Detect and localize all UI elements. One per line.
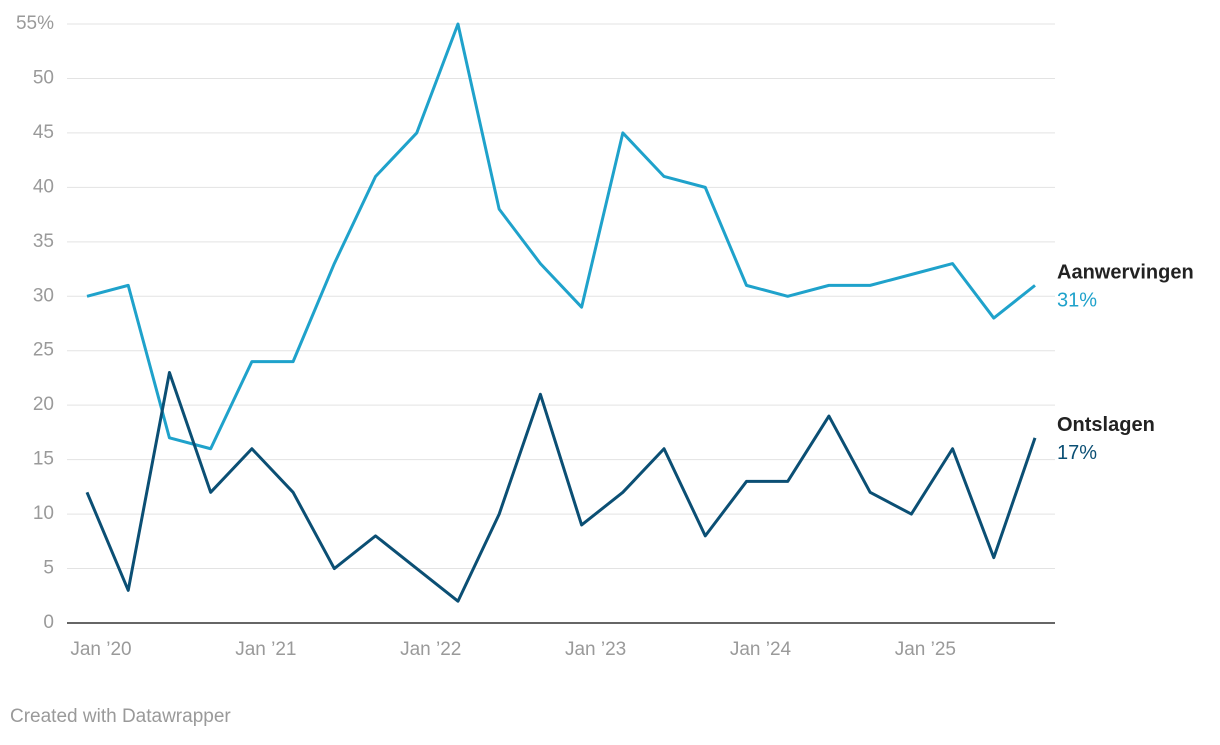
y-tick-label: 10	[33, 503, 54, 524]
x-tick-label: Jan ’24	[730, 639, 792, 660]
x-tick-label: Jan ’25	[895, 639, 956, 660]
y-tick-label: 5	[43, 558, 54, 579]
series-label: Aanwervingen	[1057, 262, 1194, 284]
line	[85, 371, 1037, 603]
y-tick-label: 25	[33, 340, 54, 361]
y-tick-label: 40	[33, 176, 54, 197]
x-tick-label: Jan ’22	[400, 639, 461, 660]
y-tick-label: 20	[33, 394, 54, 415]
x-tick-label: Jan ’20	[70, 639, 131, 660]
y-tick-label: 0	[43, 612, 54, 633]
y-tick-label: 55%	[16, 13, 54, 34]
value-label: 31%	[1057, 290, 1097, 312]
y-tick-label: 15	[33, 449, 54, 470]
y-tick-label: 50	[33, 67, 54, 88]
value-label: 17%	[1057, 442, 1097, 464]
credit: Created with Datawrapper	[10, 706, 231, 727]
line	[86, 22, 1036, 451]
x-tick-label: Jan ’23	[565, 639, 626, 660]
y-tick-label: 35	[33, 231, 54, 252]
x-tick-label: Jan ’21	[235, 639, 296, 660]
series-label: Ontslagen	[1057, 414, 1155, 436]
y-tick-label: 30	[33, 285, 54, 306]
y-tick-label: 45	[33, 122, 54, 143]
